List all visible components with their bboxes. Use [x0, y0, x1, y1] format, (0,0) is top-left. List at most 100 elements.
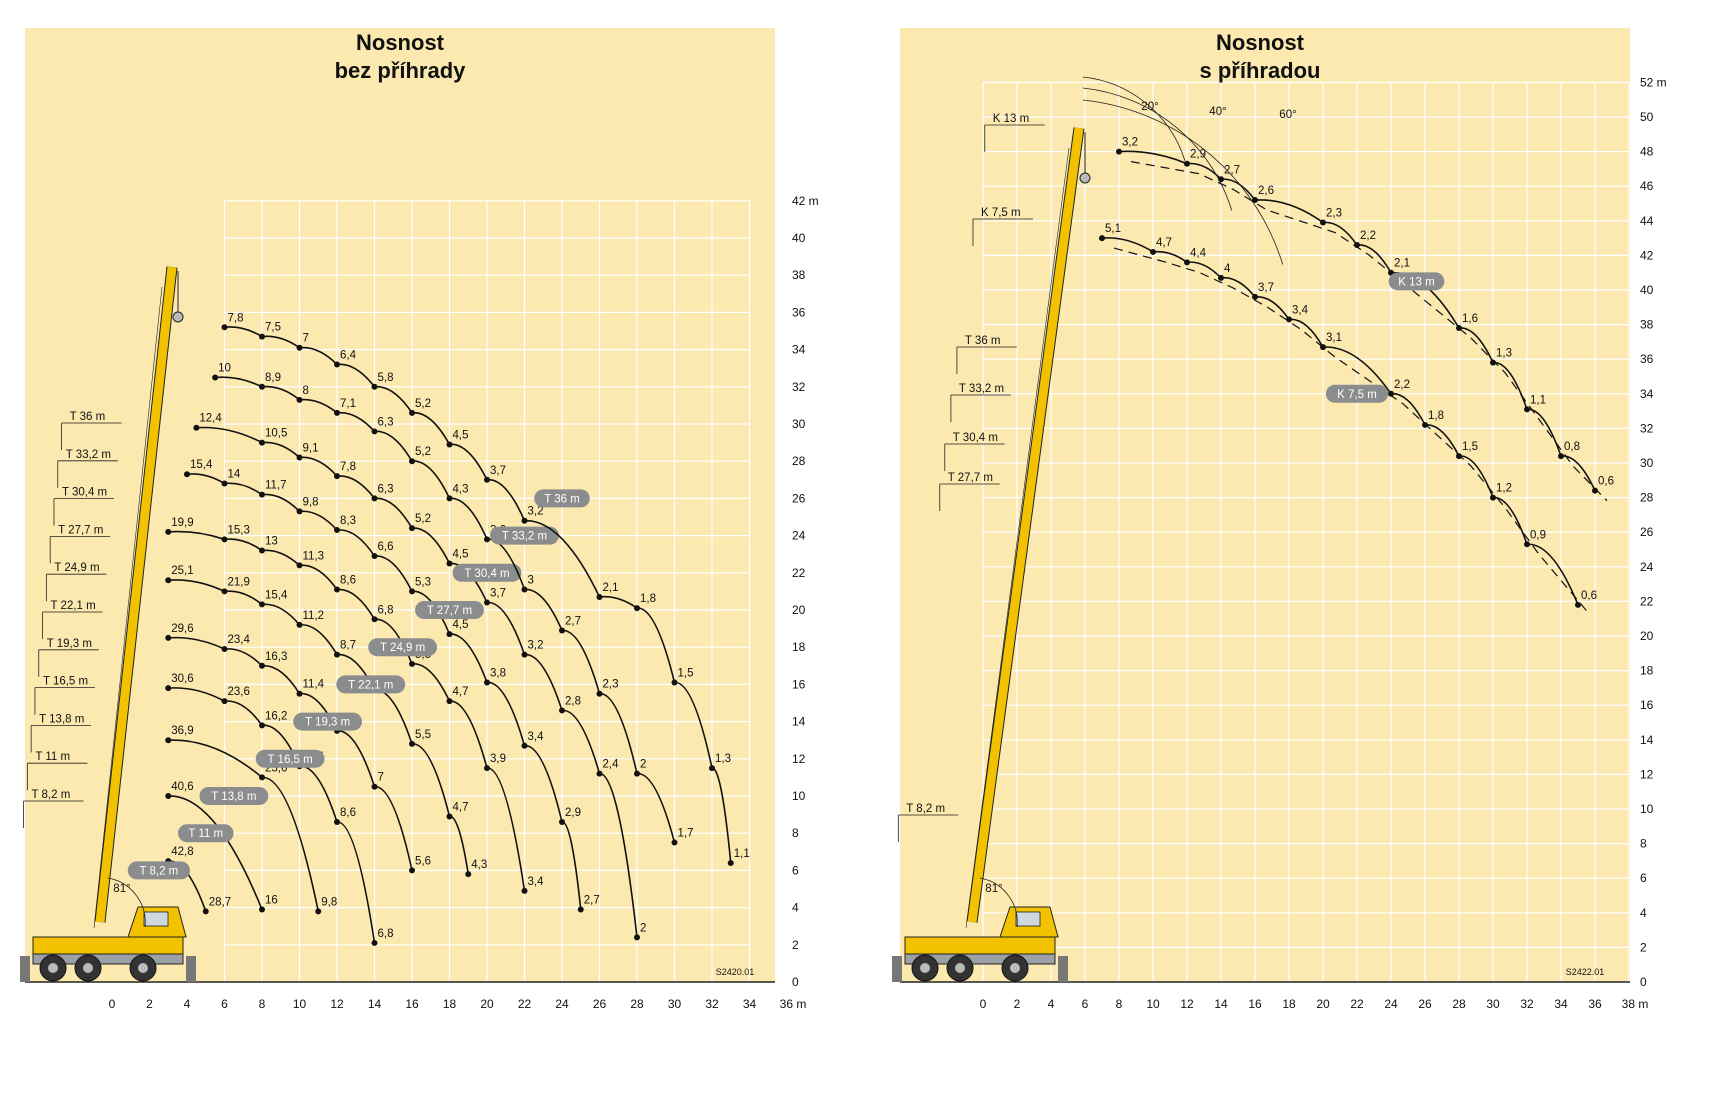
- x-tick-label: 10: [293, 997, 307, 1011]
- y-tick-label: 12: [1640, 767, 1654, 781]
- data-point: [296, 454, 303, 461]
- x-tick-label: 28: [630, 997, 644, 1011]
- data-label: 1,5: [1462, 441, 1478, 453]
- data-label: 3,9: [490, 753, 506, 765]
- data-label: 1,6: [1462, 313, 1478, 325]
- y-tick-label: 14: [1640, 733, 1654, 747]
- data-point: [259, 383, 265, 390]
- data-label: 6,8: [378, 928, 394, 940]
- data-point: [559, 819, 565, 826]
- hook-block: [172, 311, 184, 323]
- jib-angle-label: 60°: [1279, 109, 1296, 121]
- data-point: [446, 813, 453, 820]
- x-tick-label: 0: [980, 997, 987, 1011]
- boom-length-label: K 7,5 m: [981, 207, 1021, 219]
- data-point: [1184, 160, 1190, 167]
- y-tick-label: 46: [1640, 179, 1654, 193]
- data-point: [1184, 259, 1190, 266]
- y-tick-label: 6: [1640, 871, 1647, 885]
- data-point: [1456, 325, 1462, 332]
- boom-angle-arc: [979, 877, 1018, 928]
- crane-wheel-hub: [83, 963, 93, 973]
- hook-block: [1079, 172, 1091, 184]
- data-point: [212, 374, 219, 381]
- data-point: [259, 333, 265, 340]
- data-label: 30,6: [171, 673, 193, 685]
- series-name-label: T 27,7 m: [427, 605, 472, 617]
- jib-angle-annotations: 20° 40° 60°: [1082, 76, 1297, 265]
- crane-chassis: [32, 953, 184, 965]
- boom-length-label: K 13 m: [993, 113, 1029, 125]
- y-tick-label: 18: [1640, 664, 1654, 678]
- y-axis: 024681012141618202224262830323436384042 …: [792, 194, 819, 989]
- data-label: 13: [265, 535, 278, 547]
- crane-outrigger: [186, 956, 196, 982]
- y-tick-label: 40: [1640, 283, 1654, 297]
- data-label: 1,3: [1496, 348, 1512, 360]
- data-point: [221, 588, 228, 595]
- y-tick-label: 26: [792, 491, 806, 505]
- data-point: [165, 528, 172, 535]
- data-label: 15,3: [228, 524, 250, 536]
- crane-chassis: [904, 953, 1056, 965]
- x-tick-label: 2: [1014, 997, 1021, 1011]
- x-tick-label: 18: [1282, 997, 1296, 1011]
- data-label: 16,3: [265, 651, 287, 663]
- y-tick-label: 18: [792, 640, 806, 654]
- x-tick-label: 14: [368, 997, 382, 1011]
- series-line: [168, 530, 526, 891]
- data-label: 5,2: [415, 513, 431, 525]
- boom-length-labels: T 8,2 m T 27,7 m T 30,4 m T 33,2 m T 36 m K 7…: [897, 113, 1045, 842]
- series-name-label: T 16,5 m: [268, 754, 313, 766]
- data-label: 5,2: [415, 446, 431, 458]
- x-tick-label: 34: [743, 997, 757, 1011]
- data-label: 5,8: [378, 372, 394, 384]
- data-point: [1116, 148, 1122, 155]
- data-point: [259, 601, 265, 608]
- data-point: [334, 651, 340, 658]
- data-point: [446, 631, 453, 638]
- y-tick-label: 0: [792, 975, 799, 989]
- data-label: 42,8: [171, 846, 193, 858]
- series-name-badge: [177, 824, 234, 843]
- y-tick-label: 10: [1640, 802, 1654, 816]
- x-tick-label: 4: [1048, 997, 1055, 1011]
- data-point: [371, 383, 378, 390]
- data-point: [596, 770, 603, 777]
- data-point: [596, 690, 603, 697]
- y-tick-label: 34: [1640, 387, 1654, 401]
- data-label: 3,2: [528, 640, 544, 652]
- data-label: 3,7: [490, 588, 506, 600]
- series-name-badge: [368, 638, 438, 657]
- data-label: 2: [640, 759, 646, 771]
- data-point: [409, 660, 415, 667]
- data-label: 2,4: [603, 759, 620, 771]
- crane-wheel-hub: [1010, 963, 1020, 973]
- data-point: [165, 577, 172, 584]
- data-label: 7,8: [228, 312, 244, 324]
- x-tick-label: 26: [593, 997, 607, 1011]
- data-label: 6,8: [378, 604, 394, 616]
- data-label: 0,9: [1530, 529, 1546, 541]
- data-label: 1,1: [1530, 394, 1546, 406]
- data-label: 8,7: [340, 640, 356, 652]
- series-name-badge: [415, 601, 484, 619]
- data-label: 2,7: [584, 894, 600, 906]
- data-point: [221, 324, 228, 331]
- data-point: [259, 491, 265, 498]
- data-label: 11,3: [303, 550, 325, 562]
- data-label: 1,2: [1496, 483, 1512, 495]
- data-point: [409, 525, 415, 532]
- series-line: [168, 579, 470, 875]
- boom-length-label: T 36 m: [965, 335, 1001, 347]
- data-point: [465, 871, 472, 878]
- x-tick-label: 36: [1588, 997, 1602, 1011]
- boom-reference-line: [965, 147, 1070, 929]
- data-label: 2: [640, 922, 646, 934]
- y-tick-label: 32: [1640, 421, 1654, 435]
- data-point: [221, 536, 228, 543]
- y-tick-label: 20: [792, 603, 806, 617]
- data-point: [1252, 197, 1258, 204]
- y-tick-label: 36: [792, 305, 806, 319]
